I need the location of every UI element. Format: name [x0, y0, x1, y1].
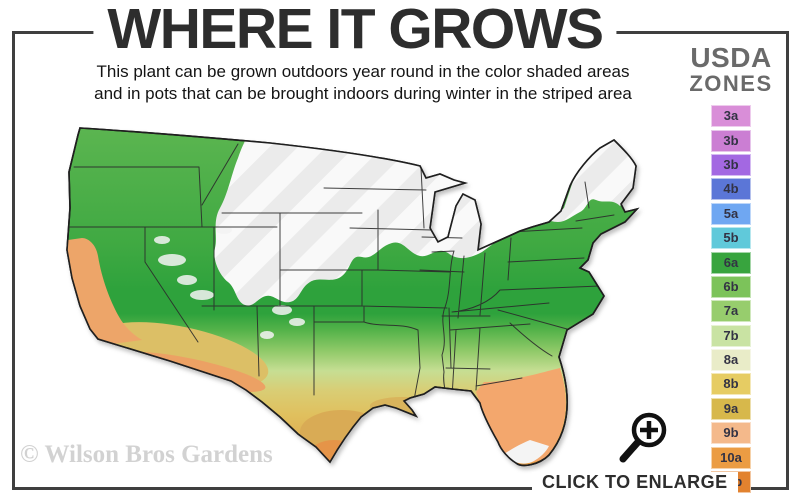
- us-hardiness-map[interactable]: [52, 110, 657, 480]
- legend-heading-usda: USDA: [690, 42, 772, 73]
- page-title: WHERE IT GROWS: [93, 1, 617, 58]
- region-south-texas-gold: [300, 410, 384, 454]
- zone-badge-6b: 6b: [711, 275, 751, 298]
- us-coastline: [66, 127, 640, 467]
- zone-badge-4b: 4b: [711, 178, 751, 201]
- zone-badge-5a: 5a: [711, 202, 751, 225]
- click-to-enlarge-button[interactable]: CLICK TO ENLARGE: [532, 472, 738, 493]
- zone-badge-9b: 9b: [711, 422, 751, 445]
- zoom-in-icon[interactable]: [613, 407, 673, 474]
- zone-badge-8a: 8a: [711, 349, 751, 372]
- watermark: © Wilson Bros Gardens: [20, 441, 273, 468]
- zone-badge-7b: 7b: [711, 324, 751, 347]
- zone-badge-3b: 3b: [711, 153, 751, 176]
- zone-badge-6a: 6a: [711, 251, 751, 274]
- zone-badge-3a: 3a: [711, 105, 751, 128]
- zone-badge-5b: 5b: [711, 227, 751, 250]
- zone-badge-9a: 9a: [711, 397, 751, 420]
- striped-region-northeast: [532, 138, 637, 222]
- zone-badge-7a: 7a: [711, 300, 751, 323]
- state-borders: [67, 143, 615, 406]
- zone-badge-3b: 3b: [711, 129, 751, 152]
- subtitle: This plant can be grown outdoors year ro…: [55, 61, 671, 106]
- zone-badge-list: 3a3b3b4b5a5b6a6b7a7b8a8b9a9b10a10b: [711, 105, 751, 494]
- zone-badge-10a: 10a: [711, 446, 751, 469]
- subtitle-line-2: and in pots that can be brought indoors …: [94, 84, 632, 104]
- subtitle-line-1: This plant can be grown outdoors year ro…: [96, 62, 630, 81]
- zone-badge-8b: 8b: [711, 373, 751, 396]
- legend-heading-zones: ZONES: [689, 71, 773, 96]
- usda-zones-legend: USDA ZONES 3a 3b 3b 4b 5a 5b 6a 6b 7a 7b 8a 8b 9a 9b 1…: [688, 44, 774, 495]
- mountain-mottling: [154, 226, 305, 339]
- region-florida-tip-white: [504, 440, 549, 464]
- region-florida-orange: [476, 368, 566, 463]
- us-map-svg[interactable]: [52, 110, 657, 475]
